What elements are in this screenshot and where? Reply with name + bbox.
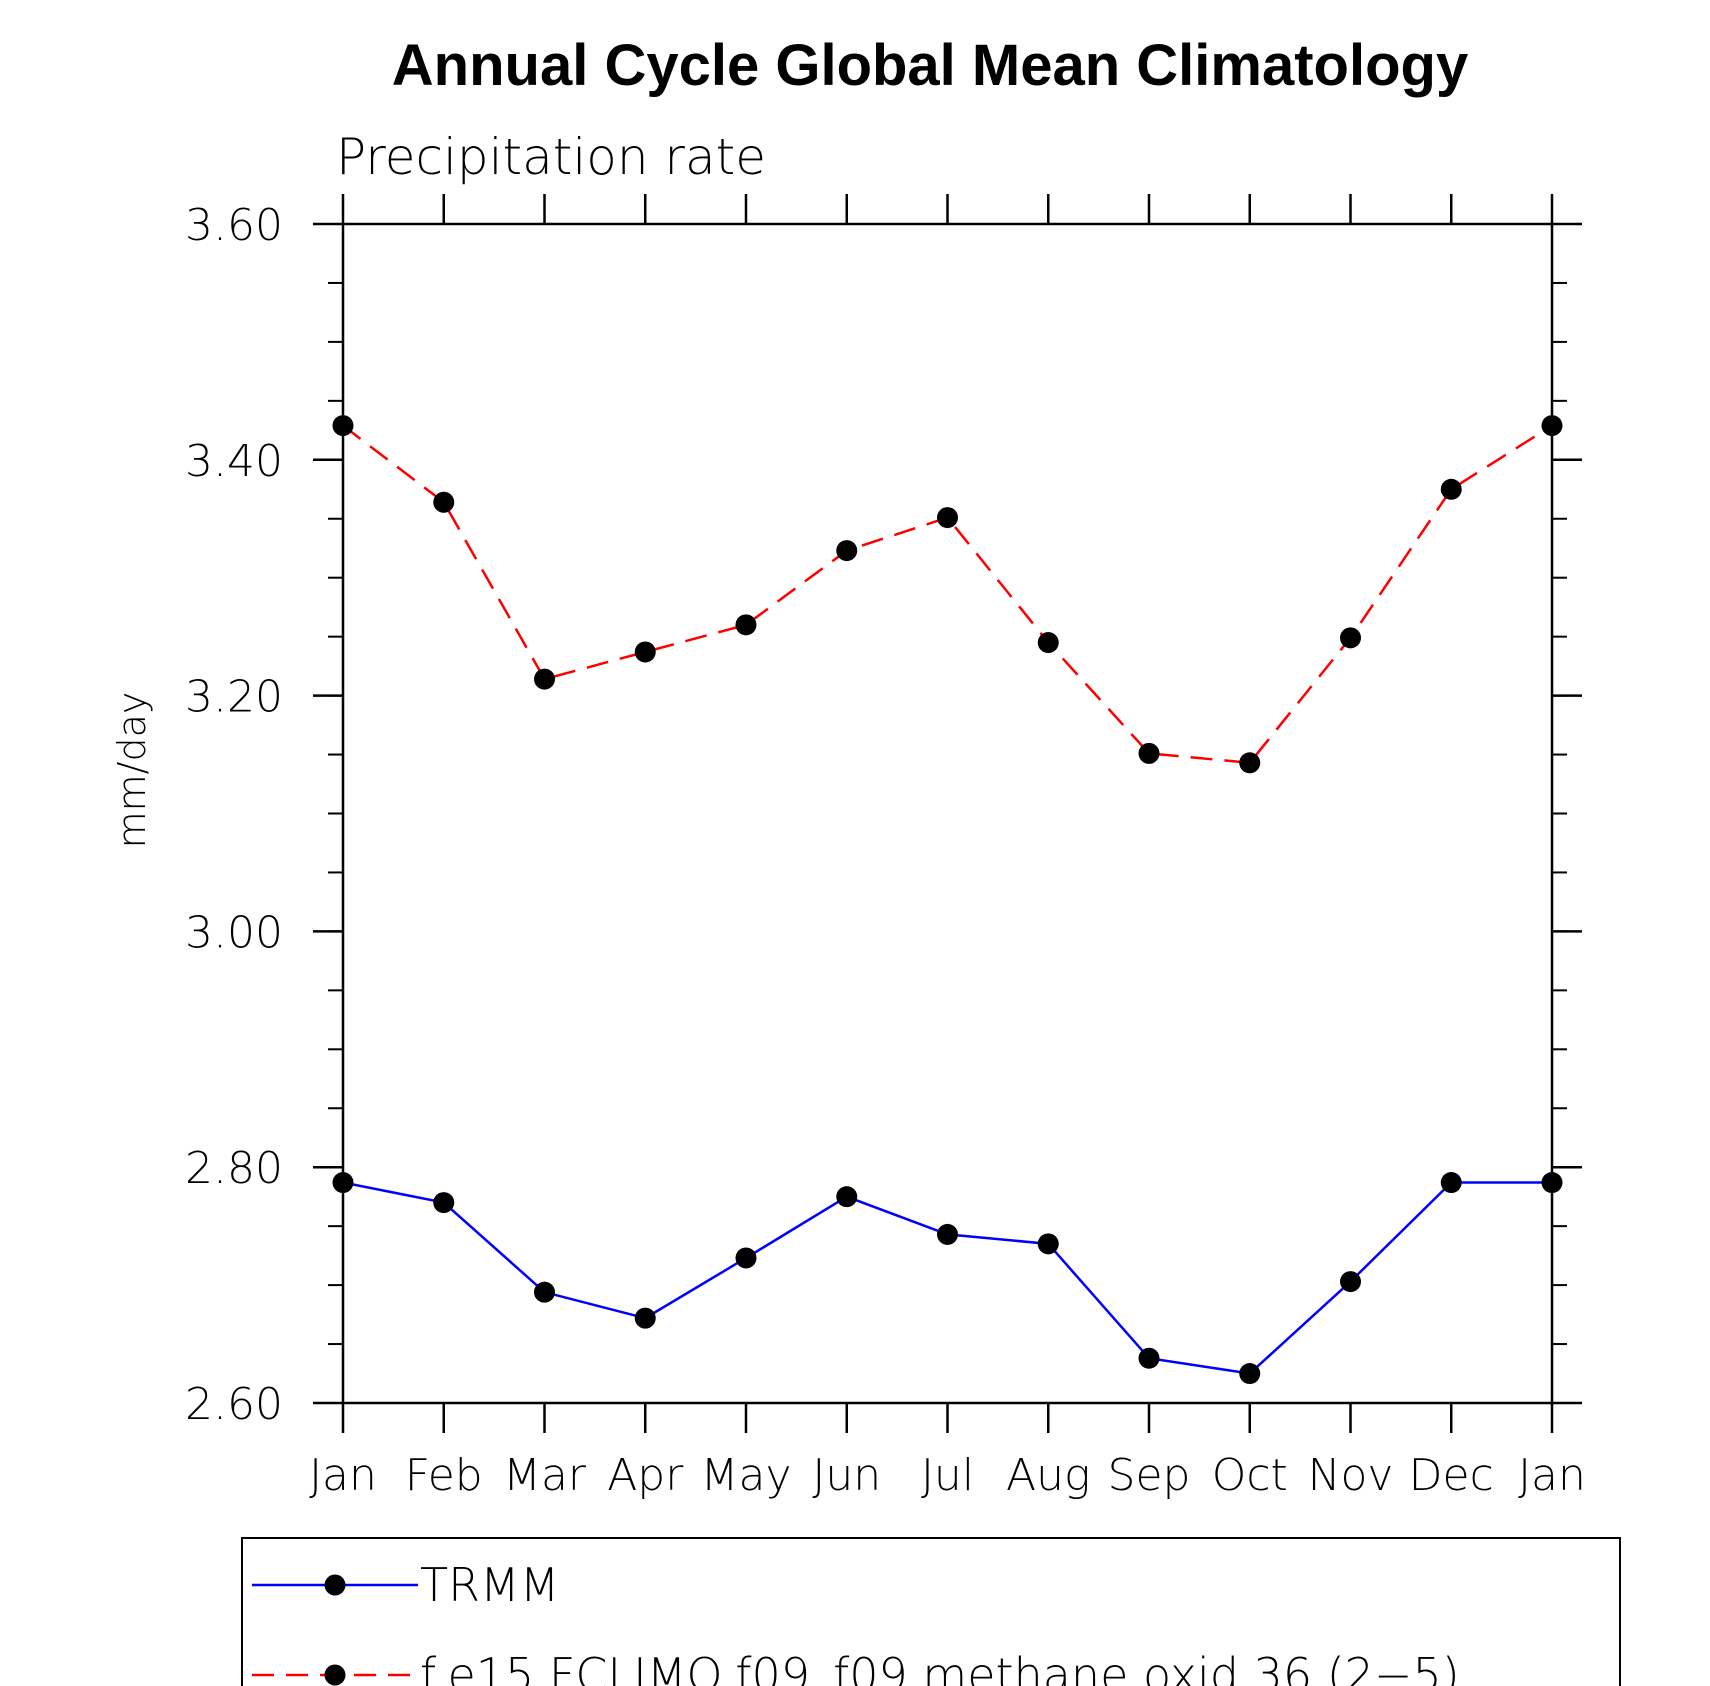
data-point — [634, 641, 656, 663]
data-point — [1037, 1233, 1059, 1255]
data-point — [1239, 752, 1261, 774]
data-point — [1138, 1347, 1160, 1369]
x-tick-label: Jan — [309, 1450, 377, 1501]
y-tick-label: 3.60 — [185, 200, 283, 251]
data-point — [1541, 1172, 1563, 1194]
series-line — [342, 424, 1553, 765]
x-tick-label: Aug — [1006, 1450, 1090, 1501]
legend-box — [241, 1537, 1621, 1686]
chart-title: Annual Cycle Global Mean Climatology — [392, 33, 1468, 98]
data-point — [1440, 478, 1462, 500]
series-model — [332, 415, 1563, 774]
data-point — [1239, 1363, 1261, 1385]
plot-series — [332, 415, 1563, 1385]
legend-label: TRMM — [420, 1558, 559, 1612]
y-axis-label: mm/day — [110, 692, 154, 849]
y-tick-label: 2.80 — [185, 1143, 283, 1194]
x-tick-label: Feb — [405, 1450, 483, 1501]
data-point — [1138, 742, 1160, 764]
x-tick-label: Oct — [1212, 1450, 1288, 1501]
y-tick-label: 3.20 — [185, 672, 283, 723]
data-point — [836, 540, 858, 562]
data-point — [534, 668, 555, 690]
data-point — [735, 614, 757, 636]
x-tick-label: Apr — [607, 1450, 684, 1501]
x-tick-label: Jan — [1518, 1450, 1586, 1501]
data-point — [332, 1172, 354, 1194]
legend-label: f.e15.FCLIMO.f09_f09.methane.oxid.36 (2−… — [420, 1648, 1460, 1686]
data-point — [1340, 1271, 1361, 1293]
data-point — [634, 1307, 656, 1329]
series-line — [342, 1181, 1552, 1375]
data-point — [433, 1192, 455, 1214]
legend-marker — [324, 1664, 346, 1686]
series-trmm — [332, 1172, 1563, 1385]
y-tick-label: 2.60 — [185, 1379, 283, 1430]
data-point — [433, 491, 455, 513]
data-point — [735, 1247, 757, 1269]
data-point — [937, 1223, 958, 1245]
x-tick-label: Sep — [1108, 1450, 1191, 1501]
x-tick-label: Jul — [921, 1450, 974, 1501]
chart-subtitle: Precipitation rate — [336, 128, 766, 186]
data-point — [836, 1186, 858, 1208]
x-tick-label: Mar — [503, 1450, 587, 1501]
legend-marker — [324, 1574, 346, 1596]
data-point — [1440, 1172, 1462, 1194]
x-tick-label: Jun — [812, 1450, 881, 1501]
data-point — [937, 507, 958, 529]
y-tick-label: 3.00 — [185, 907, 283, 958]
x-tick-label: Nov — [1308, 1450, 1394, 1501]
data-point — [332, 415, 354, 437]
x-tick-label: May — [701, 1450, 792, 1501]
y-tick-label: 3.40 — [185, 436, 283, 487]
x-tick-label: Dec — [1409, 1450, 1494, 1501]
data-point — [1541, 415, 1563, 437]
plot-axes: Jan Feb Mar Apr May Jun Jul Aug Sep Oct Nov Dec Jan 2… — [185, 194, 1586, 1501]
legend: TRMM f.e15.FCLIMO.f09_f09.methane.oxid.36… — [241, 1537, 1621, 1686]
data-point — [534, 1281, 555, 1303]
data-point — [1340, 627, 1361, 649]
data-point — [1037, 632, 1059, 654]
